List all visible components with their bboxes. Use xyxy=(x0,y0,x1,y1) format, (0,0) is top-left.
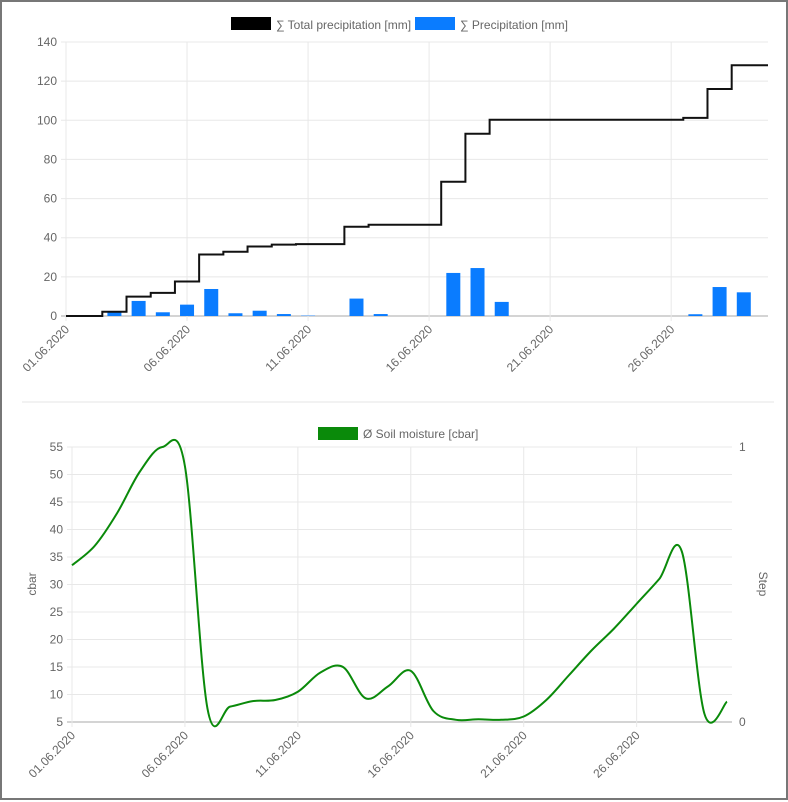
x-tick-label: 16.06.2020 xyxy=(365,728,418,781)
y-tick-label: 40 xyxy=(44,231,58,245)
precip-bar[interactable] xyxy=(349,299,363,316)
precip-bar[interactable] xyxy=(277,314,291,316)
y-tick-label: 45 xyxy=(50,495,64,509)
x-tick-label: 16.06.2020 xyxy=(383,322,436,375)
precip-bar[interactable] xyxy=(688,314,702,316)
y-tick-label: 35 xyxy=(50,550,64,564)
precip-bar[interactable] xyxy=(446,273,460,316)
legend-label-total[interactable]: ∑ Total precipitation [mm] xyxy=(276,18,411,32)
y-tick-label: 25 xyxy=(50,605,64,619)
y-tick-label: 40 xyxy=(50,523,64,537)
x-tick-label: 21.06.2020 xyxy=(504,322,557,375)
x-tick-label: 06.06.2020 xyxy=(141,322,194,375)
soil-grid xyxy=(67,447,732,727)
precip-bar[interactable] xyxy=(180,305,194,316)
x-tick-label: 01.06.2020 xyxy=(26,728,79,781)
y-tick-label: 60 xyxy=(44,192,58,206)
x-tick-label: 01.06.2020 xyxy=(20,322,73,375)
legend-label-soil[interactable]: Ø Soil moisture [cbar] xyxy=(363,427,478,441)
legend-swatch-soil[interactable] xyxy=(318,427,358,440)
precip-bar[interactable] xyxy=(204,289,218,316)
legend-label-precip[interactable]: ∑ Precipitation [mm] xyxy=(460,18,568,32)
y2-tick-label: 1 xyxy=(739,440,746,454)
y-tick-label: 20 xyxy=(44,270,58,284)
precip-bar[interactable] xyxy=(132,301,146,316)
precip-bar[interactable] xyxy=(374,314,388,316)
x-tick-label: 11.06.2020 xyxy=(252,728,304,780)
precip-bar[interactable] xyxy=(228,313,242,316)
y-tick-label: 140 xyxy=(37,35,57,49)
legend-swatch-precip[interactable] xyxy=(415,17,455,30)
y2-axis-title-step: Step xyxy=(756,572,770,597)
soil-legend[interactable]: Ø Soil moisture [cbar] xyxy=(318,427,478,441)
y-tick-label: 55 xyxy=(50,440,64,454)
x-tick-label: 21.06.2020 xyxy=(477,728,530,781)
total-precip-line xyxy=(66,65,768,316)
precip-bar[interactable] xyxy=(737,292,751,316)
precip-axes: 0 20 40 60 80 100 120 140 01.06.2020 06.06.2020 11… xyxy=(20,35,678,375)
y-tick-label: 30 xyxy=(50,578,64,592)
y-tick-label: 100 xyxy=(37,113,57,127)
y2-tick-label: 0 xyxy=(739,715,746,729)
precip-bar[interactable] xyxy=(471,268,485,316)
y-tick-label: 0 xyxy=(50,309,57,323)
y-tick-label: 5 xyxy=(56,715,63,729)
y-tick-label: 10 xyxy=(50,688,64,702)
precip-legend[interactable]: ∑ Total precipitation [mm] ∑ Precipitati… xyxy=(231,17,568,32)
legend-swatch-total[interactable] xyxy=(231,17,271,30)
precip-bar[interactable] xyxy=(253,311,267,316)
x-tick-label: 26.06.2020 xyxy=(590,728,643,781)
precip-bar[interactable] xyxy=(713,287,727,316)
precip-bar[interactable] xyxy=(156,312,170,316)
precip-bar[interactable] xyxy=(495,302,509,316)
y-tick-label: 15 xyxy=(50,660,64,674)
soil-moisture-line xyxy=(72,440,727,726)
soil-axes: 5 10 15 20 25 30 35 40 45 50 55 0 1 01.06.2020 06.06.2… xyxy=(26,440,746,781)
x-tick-label: 06.06.2020 xyxy=(139,728,192,781)
y-axis-title-cbar: cbar xyxy=(25,572,39,595)
y-tick-label: 20 xyxy=(50,633,64,647)
x-tick-label: 26.06.2020 xyxy=(625,322,678,375)
y-tick-label: 80 xyxy=(44,152,58,166)
x-tick-label: 11.06.2020 xyxy=(262,322,314,374)
precip-grid xyxy=(61,42,768,321)
y-tick-label: 120 xyxy=(37,74,57,88)
y-tick-label: 50 xyxy=(50,468,64,482)
